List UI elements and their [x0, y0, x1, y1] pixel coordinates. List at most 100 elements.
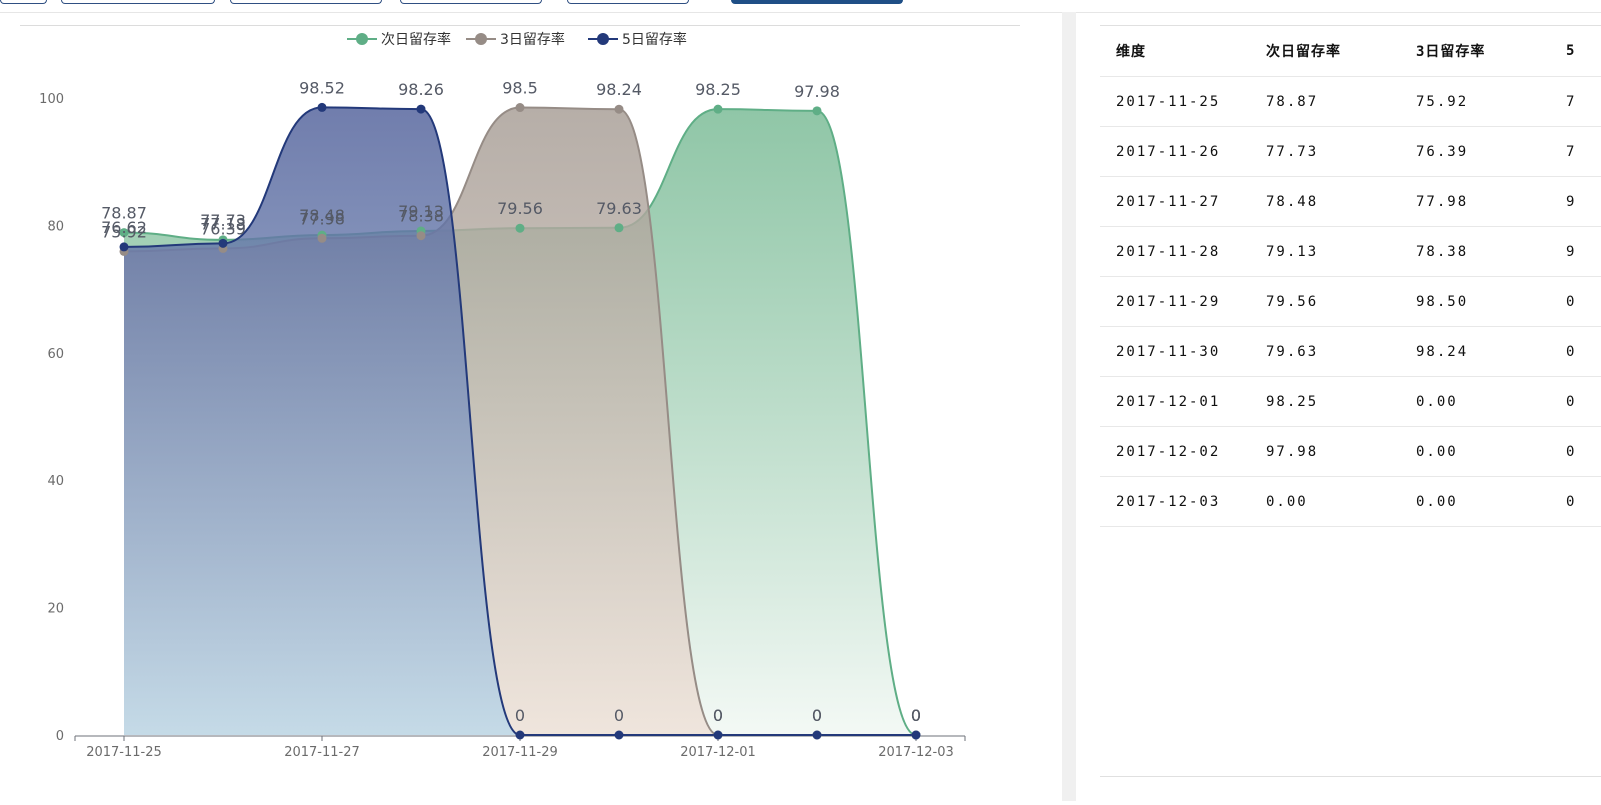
data-label: 75.92 [101, 222, 147, 241]
data-point [713, 730, 723, 740]
data-label: 98.24 [596, 80, 642, 99]
data-label: 0 [911, 706, 921, 725]
data-point [416, 104, 426, 114]
data-label: 76.39 [200, 219, 246, 238]
cell-day5: 7 [1550, 76, 1601, 127]
cell-date: 2017-11-25 [1100, 76, 1250, 127]
cell-date: 2017-11-27 [1100, 176, 1250, 227]
cell-day5: 0 [1550, 426, 1601, 477]
table-panel: 维度 次日留存率 3日留存率 5 2017-11-25 78.87 75.92 … [1100, 12, 1601, 801]
y-tick-label: 100 [39, 92, 64, 107]
cell-day3: 98.50 [1400, 276, 1550, 327]
cell-date: 2017-11-26 [1100, 126, 1250, 177]
cell-day5: 0 [1550, 476, 1601, 527]
cell-day5: 9 [1550, 226, 1601, 277]
tab-4[interactable] [400, 0, 542, 4]
cell-day3: 0.00 [1400, 476, 1550, 527]
table-row: 2017-11-27 78.48 77.98 9 [1100, 176, 1601, 227]
tab-6-active[interactable] [731, 0, 903, 4]
data-label: 0 [614, 706, 624, 725]
cell-day1: 0.00 [1250, 476, 1400, 527]
data-point [119, 228, 129, 238]
table-top-border [1100, 25, 1601, 26]
cell-day5: 0 [1550, 376, 1601, 427]
cell-day1: 98.25 [1250, 376, 1400, 427]
legend-item: 5日留存率 [588, 31, 687, 48]
y-tick-label: 60 [47, 347, 64, 362]
table-row: 2017-12-02 97.98 0.00 0 [1100, 426, 1601, 477]
header-dimension: 维度 [1100, 26, 1250, 77]
header-day1: 次日留存率 [1250, 26, 1400, 77]
data-point [119, 242, 129, 252]
data-label: 79.56 [497, 199, 543, 218]
series-line [123, 106, 916, 737]
y-tick-label: 0 [56, 729, 64, 744]
tab-1[interactable] [0, 0, 47, 4]
cell-day3: 98.24 [1400, 326, 1550, 377]
legend-label: 3日留存率 [500, 31, 565, 48]
table-row: 2017-12-01 98.25 0.00 0 [1100, 376, 1601, 427]
data-label: 0 [515, 706, 525, 725]
y-tick-label: 40 [47, 474, 64, 489]
data-label: 77.18 [200, 214, 246, 233]
data-point [614, 104, 624, 114]
header-day3: 3日留存率 [1400, 26, 1550, 77]
data-label: 98.26 [398, 80, 444, 99]
legend-item: 次日留存率 [347, 31, 451, 48]
data-label: 97.98 [794, 82, 840, 101]
data-label: 76.62 [101, 218, 147, 237]
table-bottom-border [1100, 776, 1601, 777]
chart-top-border [20, 25, 1020, 26]
header-day5: 5 [1550, 26, 1601, 77]
data-point [614, 223, 624, 233]
cell-date: 2017-12-02 [1100, 426, 1250, 477]
cell-day1: 78.48 [1250, 176, 1400, 227]
data-point [812, 730, 822, 740]
data-point [317, 233, 327, 243]
x-tick-label: 2017-11-29 [482, 745, 558, 760]
legend-label: 次日留存率 [381, 31, 451, 48]
retention-table: 维度 次日留存率 3日留存率 5 2017-11-25 78.87 75.92 … [1100, 26, 1601, 527]
cell-day3: 76.39 [1400, 126, 1550, 177]
data-label: 78.48 [299, 206, 345, 225]
y-tick-label: 20 [47, 602, 64, 617]
table-row: 2017-12-03 0.00 0.00 0 [1100, 476, 1601, 527]
cell-day3: 78.38 [1400, 226, 1550, 277]
data-label: 77.98 [299, 209, 345, 228]
table-header-row: 维度 次日留存率 3日留存率 5 [1100, 26, 1601, 77]
data-label: 0 [911, 706, 921, 725]
data-label: 77.73 [200, 211, 246, 230]
data-point [416, 231, 426, 241]
tab-bar [0, 0, 1601, 13]
tab-3[interactable] [230, 0, 382, 4]
cell-day1: 77.73 [1250, 126, 1400, 177]
data-point [317, 102, 327, 112]
panel-divider[interactable] [1062, 12, 1076, 801]
cell-day1: 79.13 [1250, 226, 1400, 277]
data-label: 98.5 [502, 79, 538, 98]
data-point [911, 730, 921, 740]
legend-label: 5日留存率 [622, 31, 687, 48]
data-label: 0 [713, 706, 723, 725]
legend-marker [597, 33, 609, 45]
data-label: 0 [812, 706, 822, 725]
data-label: 98.25 [695, 80, 741, 99]
table-row: 2017-11-30 79.63 98.24 0 [1100, 326, 1601, 377]
data-point [218, 238, 228, 248]
tab-5[interactable] [567, 0, 689, 4]
data-label: 79.13 [398, 202, 444, 221]
legend-marker [356, 33, 368, 45]
tab-2[interactable] [61, 0, 215, 4]
data-point [713, 104, 723, 114]
y-tick-label: 80 [47, 219, 64, 234]
data-point [614, 730, 624, 740]
table-row: 2017-11-25 78.87 75.92 7 [1100, 76, 1601, 127]
table-row: 2017-11-28 79.13 78.38 9 [1100, 226, 1601, 277]
chart-panel: 0 20 40 60 80 100 2017-11-25 2017-11-27 2017-11-… [0, 12, 1040, 801]
table-row: 2017-11-29 79.56 98.50 0 [1100, 276, 1601, 327]
cell-date: 2017-12-01 [1100, 376, 1250, 427]
data-label: 78.38 [398, 207, 444, 226]
cell-day1: 78.87 [1250, 76, 1400, 127]
data-point [515, 730, 525, 740]
cell-day5: 9 [1550, 176, 1601, 227]
